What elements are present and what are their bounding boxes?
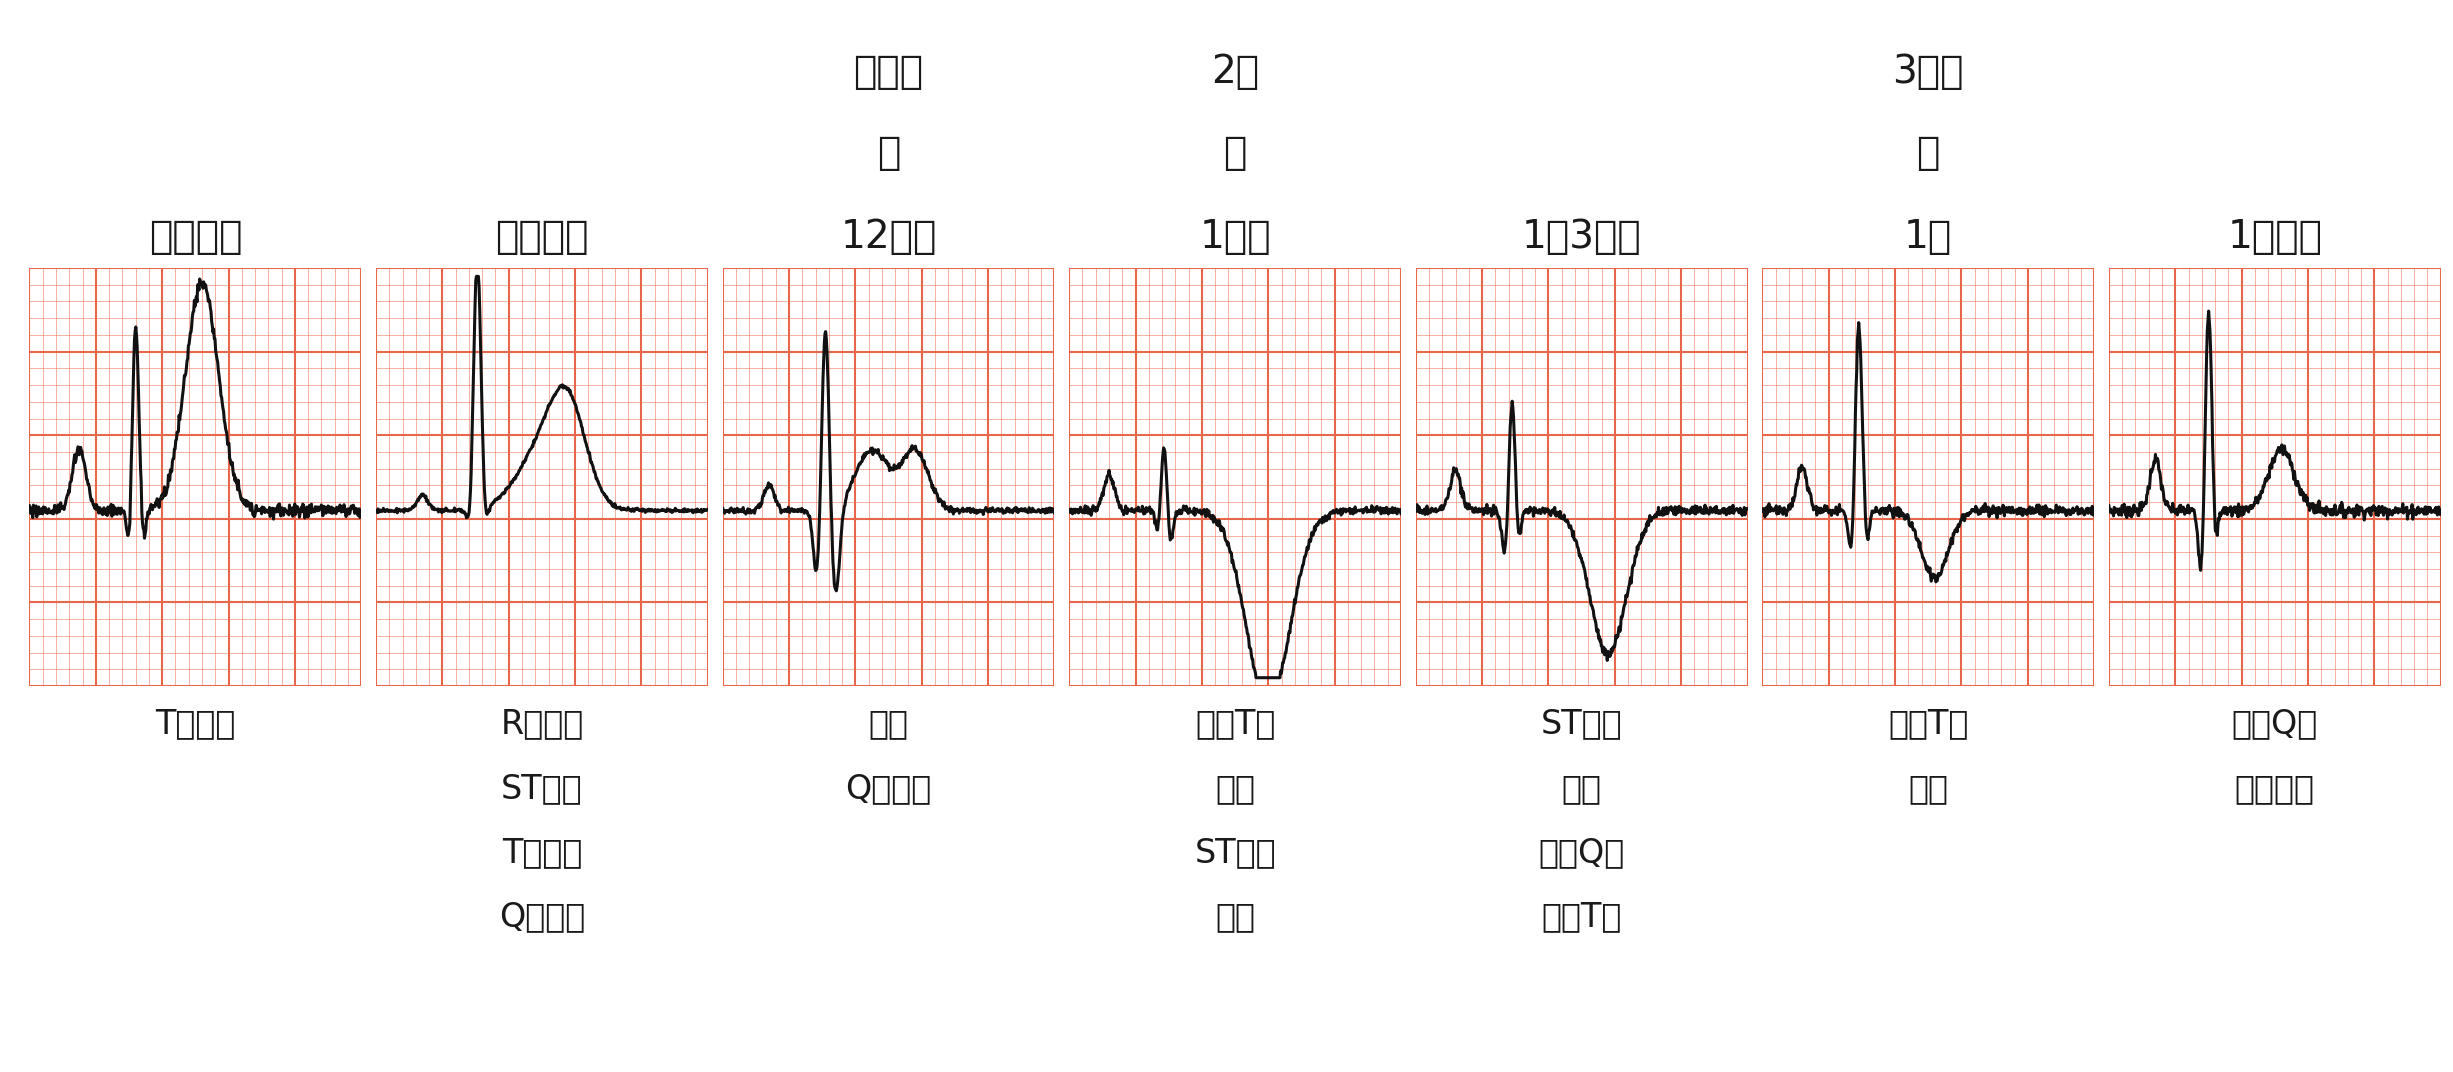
Text: のみ残存: のみ残存 bbox=[2235, 772, 2316, 805]
Text: 2日: 2日 bbox=[1212, 54, 1258, 91]
Text: 〜: 〜 bbox=[1916, 134, 1940, 172]
Text: 1週間: 1週間 bbox=[1200, 218, 1271, 256]
Text: Q波出現: Q波出現 bbox=[498, 900, 586, 934]
Text: 冠性T波: 冠性T波 bbox=[1540, 900, 1621, 934]
Text: ST上昇: ST上昇 bbox=[500, 772, 584, 805]
Text: 冠性T波: 冠性T波 bbox=[1195, 708, 1276, 741]
Text: 発症直後: 発症直後 bbox=[150, 218, 243, 256]
Text: 数時間後: 数時間後 bbox=[496, 218, 589, 256]
Text: 1年: 1年 bbox=[1904, 218, 1953, 256]
Text: 1年以上: 1年以上 bbox=[2227, 218, 2323, 256]
Text: 1〜3か月: 1〜3か月 bbox=[1521, 218, 1641, 256]
Text: R波減高: R波減高 bbox=[500, 708, 584, 741]
Text: 異常Q波: 異常Q波 bbox=[2232, 708, 2318, 741]
Text: 改善: 改善 bbox=[1563, 772, 1602, 805]
Text: ST上昇: ST上昇 bbox=[1540, 708, 1621, 741]
Text: 異常: 異常 bbox=[868, 708, 908, 741]
Text: T波増高: T波増高 bbox=[503, 836, 581, 869]
Text: 改善: 改善 bbox=[1214, 900, 1256, 934]
Text: 3か月: 3か月 bbox=[1891, 54, 1965, 91]
Text: 〜: 〜 bbox=[876, 134, 900, 172]
Text: ST上昇: ST上昇 bbox=[1195, 836, 1276, 869]
Text: 出現: 出現 bbox=[1214, 772, 1256, 805]
Text: T波増高: T波増高 bbox=[155, 708, 235, 741]
Text: 数時間: 数時間 bbox=[854, 54, 925, 91]
Text: 冠性T波: 冠性T波 bbox=[1889, 708, 1967, 741]
Text: 〜: 〜 bbox=[1224, 134, 1246, 172]
Text: 12時間: 12時間 bbox=[841, 218, 937, 256]
Text: 異常Q波: 異常Q波 bbox=[1538, 836, 1624, 869]
Text: Q波出現: Q波出現 bbox=[846, 772, 932, 805]
Text: 改善: 改善 bbox=[1908, 772, 1948, 805]
